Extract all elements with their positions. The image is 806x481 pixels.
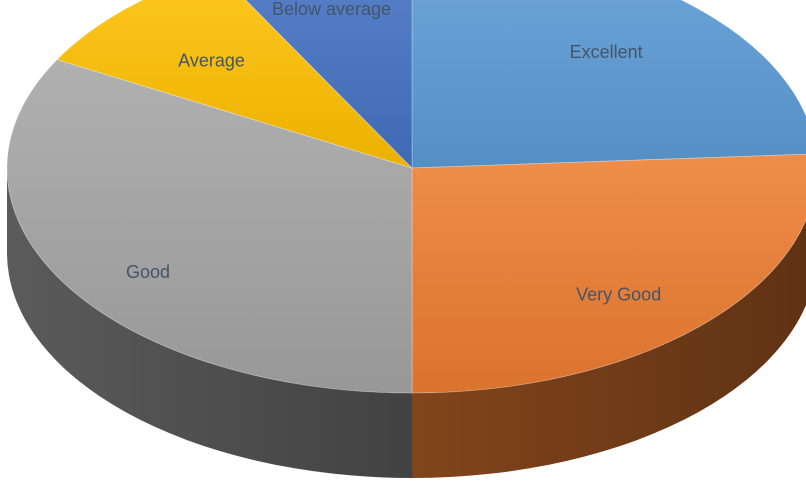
slice-labels: Excellent Very Good Good Average Below avera… — [126, 0, 661, 305]
slice-label-very-good: Very Good — [576, 285, 661, 305]
pie-side-good — [7, 168, 412, 478]
pie-slice-very-good — [411, 153, 806, 394]
pie-slice-good — [6, 59, 413, 394]
pie-top-face — [6, 0, 806, 394]
slice-label-average: Average — [178, 50, 245, 70]
slice-label-good: Good — [126, 262, 170, 282]
pie-slice-excellent — [411, 0, 806, 169]
slice-label-below-average: Below average — [272, 0, 391, 19]
pie-side-wall — [7, 168, 806, 478]
slice-label-excellent: Excellent — [570, 42, 643, 62]
pie-slice-average — [56, 0, 413, 169]
pie-side-very-good — [412, 219, 806, 478]
pie-slice-below-average — [245, 0, 413, 169]
